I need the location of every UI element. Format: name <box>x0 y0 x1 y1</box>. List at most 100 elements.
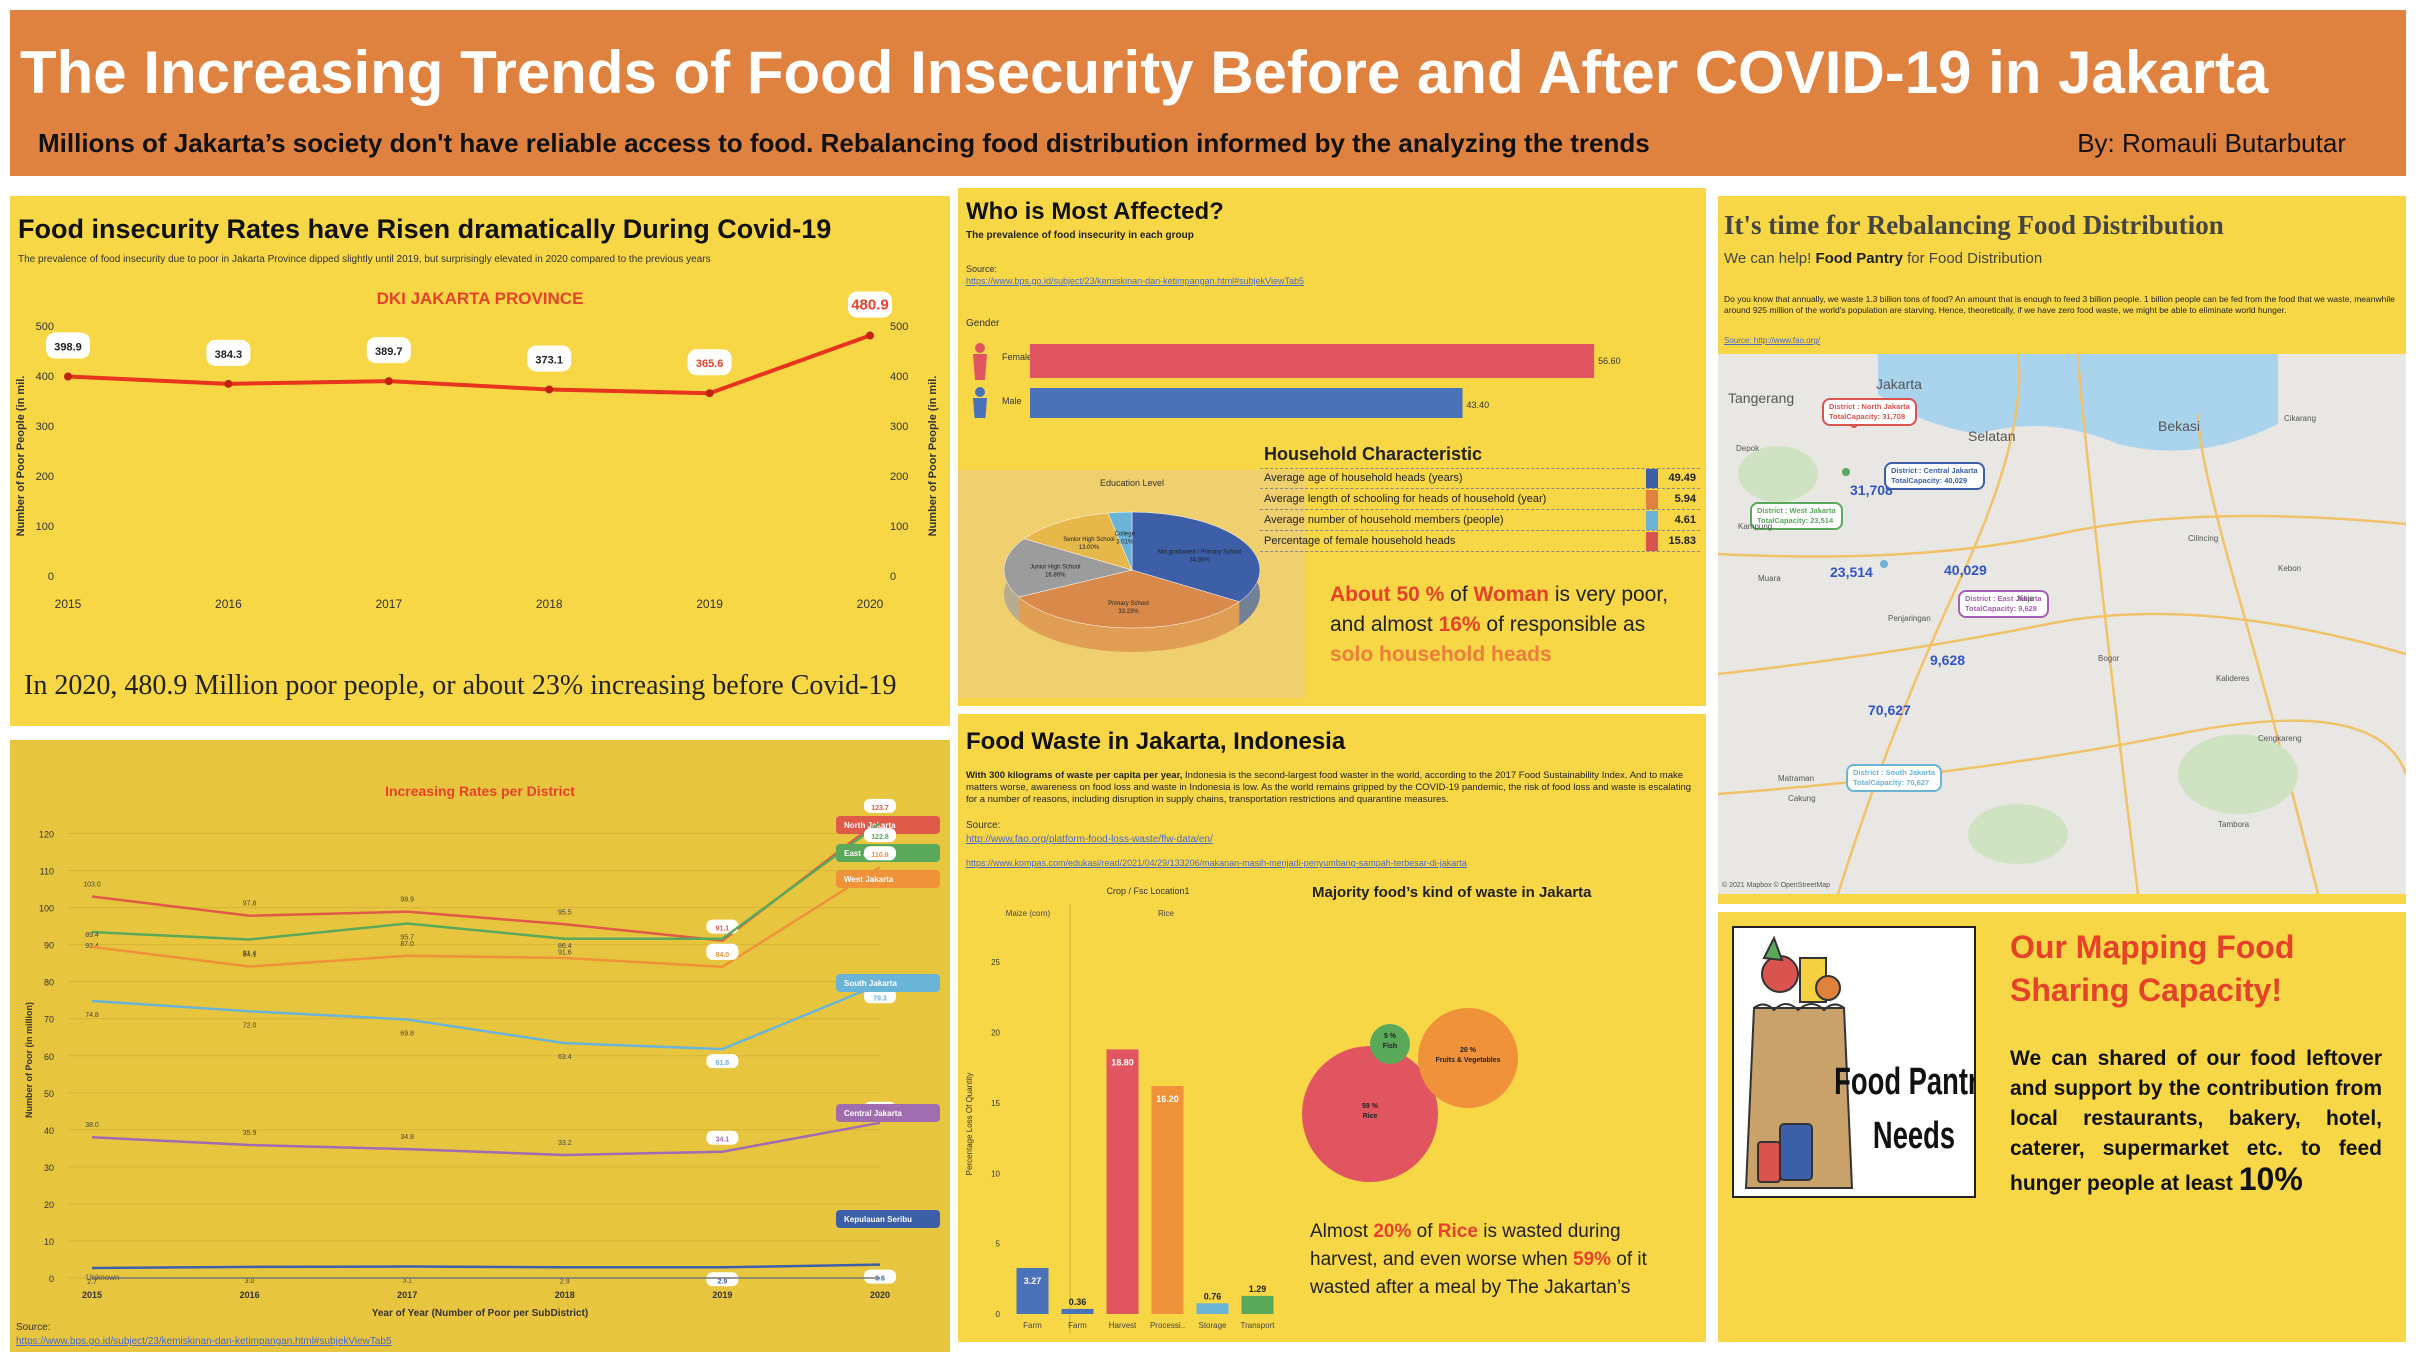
chart2-ytick: 10 <box>44 1237 54 1247</box>
map-district-tooltip[interactable]: District : Central Jakarta TotalCapacity:… <box>1884 462 1985 490</box>
map-district-tooltip[interactable]: District : West Jakarta TotalCapacity: 23… <box>1750 502 1843 530</box>
chart5-xtick: Transport <box>1241 1321 1276 1330</box>
chart5-bar-label: 16.20 <box>1156 1094 1179 1104</box>
map-district-marker <box>1880 560 1888 568</box>
household-row-value: 4.61 <box>1674 514 1696 526</box>
chart2-data-label: 61.8 <box>716 1060 730 1067</box>
chart2-ytick: 20 <box>44 1200 54 1210</box>
female-icon <box>975 343 985 353</box>
chart2-data-label: 84.0 <box>716 952 730 959</box>
chart4-slice-label: College <box>1115 531 1136 537</box>
map-sea <box>1878 354 2278 451</box>
map-district-capacity: TotalCapacity: 9,628 <box>1965 604 2037 613</box>
chart1-ytick-left: 400 <box>36 371 54 383</box>
svg-text:Food Pantry: Food Pantry <box>1834 1061 1974 1103</box>
chart2-data-label: 86.4 <box>558 943 572 950</box>
male-body-icon <box>973 398 987 418</box>
panel3-callout: About 50 % of Woman is very poor, and al… <box>1330 580 1670 670</box>
chart2-xlabel: Year of Year (Number of Poor per SubDist… <box>372 1308 589 1319</box>
food-pantry-bag-icon: Food Pantry Needs <box>1744 935 1994 1189</box>
map-park <box>1738 446 1818 502</box>
panel5-title: It's time for Rebalancing Food Distribut… <box>1724 210 2224 240</box>
chart2-data-label: 74.8 <box>85 1012 99 1019</box>
chart2-legend-tag <box>836 974 940 992</box>
callout4-20: 20% <box>1373 1221 1412 1242</box>
chart2-data-label: 95.7 <box>400 935 414 942</box>
chart3-bar-label: 43.40 <box>1467 400 1490 410</box>
household-row-label: Percentage of female household heads <box>1264 535 1456 547</box>
panel6-body-text: We can shared of our food leftover and s… <box>2010 1047 2382 1195</box>
chart2-ytick: 70 <box>44 1015 54 1025</box>
household-row-swatch <box>1646 511 1658 530</box>
map-copyright: © 2021 Mapbox © OpenStreetMap <box>1722 882 1830 889</box>
panel-mapping-capacity: Food Pantry Needs Our Mapping Food Shari… <box>1718 912 2406 1342</box>
chart1-xtick: 2017 <box>375 597 402 611</box>
chart1-data-label: 384.3 <box>215 349 243 361</box>
chart5-xtick: Farm <box>1023 1321 1042 1330</box>
chart1-label-bg <box>687 349 732 376</box>
chart2-label-bg <box>864 989 896 1004</box>
map-place-label: Selatan <box>1968 428 2016 444</box>
chart5-group-rice: Rice <box>1158 909 1175 918</box>
map-park <box>2178 734 2298 814</box>
panel4-title: Food Waste in Jakarta, Indonesia <box>966 728 1346 755</box>
map-district-tooltip[interactable]: District : South Jakarta TotalCapacity: 7… <box>1846 764 1943 792</box>
chart5-xtick: Harvest <box>1109 1321 1137 1330</box>
map-district-tooltip[interactable]: District : North Jakarta TotalCapacity: 3… <box>1822 398 1917 426</box>
map-place-label: Kampung <box>1738 522 1773 531</box>
chart2-data-label: 72.0 <box>243 1022 257 1029</box>
map-place-label: Cilincing <box>2188 534 2219 543</box>
panel-rebalancing: It's time for Rebalancing Food Distribut… <box>1718 196 2406 904</box>
chart2-data-label: 91.1 <box>716 926 730 933</box>
map-district-capacity: TotalCapacity: 23,514 <box>1757 516 1834 525</box>
panel4-body: With 300 kilograms of waste per capita p… <box>966 770 1700 806</box>
callout4-text-a: Almost <box>1310 1221 1374 1242</box>
chart4-slice-side <box>1018 597 1240 652</box>
chart2-legend-label: South Jakarta <box>844 979 897 988</box>
chart2-data-label: 103.0 <box>83 881 101 888</box>
map-road <box>2076 354 2140 894</box>
chart2-label-bg <box>706 945 739 960</box>
map-district-tooltip[interactable]: District : East Jakarta TotalCapacity: 9,… <box>1958 590 2049 618</box>
chart2-ytick: 100 <box>39 904 54 914</box>
map-canvas[interactable] <box>1718 354 2406 894</box>
chart2-series-line <box>91 822 881 941</box>
panel3-source-link[interactable]: https://www.bps.go.id/subject/23/kemiski… <box>966 276 1305 286</box>
chart2-series-line <box>91 983 881 1051</box>
callout4-text-c: is wasted during harvest, and even worse… <box>1310 1221 1621 1270</box>
chart2-ytick: 90 <box>44 941 54 951</box>
map-road <box>1718 612 2406 676</box>
chart5-ytick: 5 <box>996 1240 1001 1249</box>
chart2-series-line <box>91 1263 881 1270</box>
chart1-point <box>866 331 874 340</box>
chart2-legend-tag <box>836 816 940 834</box>
province-line-chart: DKI JAKARTA PROVINCE 0 0 100 100 200 200 300 300… <box>15 289 939 611</box>
callout4-rice: Rice <box>1437 1221 1478 1242</box>
chart1-point <box>384 377 393 386</box>
district-map[interactable]: District : North Jakarta TotalCapacity: 3… <box>1718 354 2406 894</box>
panel4-source-link-1[interactable]: http://www.fao.org/platform-food-loss-wa… <box>966 834 1213 845</box>
chart2-series-line <box>91 1121 881 1157</box>
bubble-title: Majority food’s kind of waste in Jakarta <box>1312 884 1592 901</box>
panel5-sub2: Food Pantry <box>1815 250 1903 267</box>
education-pie-box: Education Level Not graduated / Primary S… <box>958 470 1306 698</box>
household-row-label: Average age of household heads (years) <box>1264 472 1463 484</box>
panel2-source-link[interactable]: https://www.bps.go.id/subject/23/kemiski… <box>16 1336 392 1347</box>
chart6-bubble-value: 5 % <box>1384 1033 1397 1040</box>
household-row-label: Average length of schooling for heads of… <box>1264 493 1547 505</box>
chart5-group-maize: Maize (corn) <box>1006 909 1051 918</box>
chart5-bar <box>1061 1308 1094 1314</box>
panel4-source-link-2[interactable]: https://www.kompas.com/edukasi/read/2021… <box>966 858 1467 868</box>
chart2-series-line <box>91 866 881 969</box>
panel5-source[interactable]: Source: http://www.fao.org/ <box>1724 336 1821 345</box>
household-row-swatch <box>1646 490 1658 509</box>
map-place-label: Koja <box>2018 594 2035 603</box>
panel4-source-label: Source: <box>966 820 1001 831</box>
chart3-title: Gender <box>966 318 1000 329</box>
chart5-ytick: 15 <box>991 1099 1000 1108</box>
panel3-title: Who is Most Affected? <box>966 198 1224 225</box>
chart5-xtick: Farm <box>1068 1321 1087 1330</box>
chart2-data-label: 38.0 <box>85 1122 99 1129</box>
panel-food-waste: Food Waste in Jakarta, Indonesia With 30… <box>958 714 1706 1342</box>
chart2-data-label: 91.4 <box>243 950 257 957</box>
